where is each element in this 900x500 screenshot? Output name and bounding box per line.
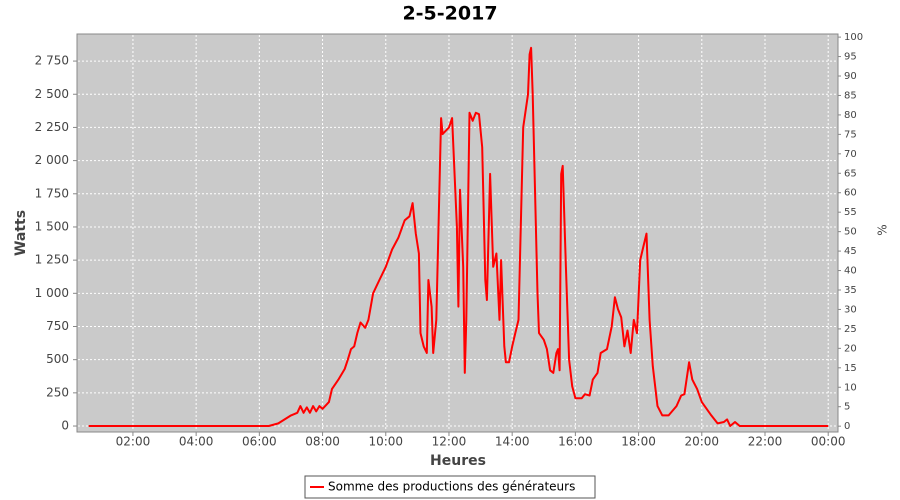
y-tick-label: 250 [46,385,69,399]
y2-tick-label: 35 [844,285,857,296]
y2-tick-label: 60 [844,188,857,199]
y2-tick-label: 100 [844,32,863,43]
y2-tick-label: 45 [844,246,857,257]
y2-tick-label: 15 [844,363,857,374]
line-series [88,46,829,427]
y2-tick-label: 70 [844,149,857,160]
y2-tick-label: 30 [844,304,857,315]
x-tick-label: 16:00 [558,435,593,449]
x-tick-label: 04:00 [179,435,214,449]
y-tick-label: 2 250 [35,120,69,134]
y2-tick-label: 50 [844,227,857,238]
y2-tick-label: 75 [844,129,857,140]
y2-tick-label: 90 [844,71,857,82]
y2-tick-label: 85 [844,90,857,101]
y2-tick-label: 55 [844,207,857,218]
y-axis-label: Watts [13,210,29,256]
y2-tick-label: 20 [844,343,857,354]
y-tick-label: 2 000 [35,153,69,167]
y-tick-label: 0 [61,419,69,433]
chart-title: 2-5-2017 [402,3,497,25]
x-tick-label: 14:00 [495,435,530,449]
y2-tick-label: 25 [844,324,857,335]
y-tick-label: 2 750 [35,54,69,68]
y-tick-label: 500 [46,352,69,366]
x-axis-label: Heures [430,453,486,469]
x-tick-label: 08:00 [305,435,340,449]
x-tick-label: 02:00 [116,435,151,449]
legend-label: Somme des productions des générateurs [328,480,575,494]
y2-tick-label: 0 [844,421,850,432]
x-tick-label: 20:00 [684,435,719,449]
x-tick-label: 18:00 [621,435,656,449]
x-tick-label: 06:00 [242,435,277,449]
y-tick-label: 1 000 [35,286,69,300]
y2-axis-label: % [876,224,890,235]
y-tick-label: 1 750 [35,186,69,200]
y2-tick-label: 80 [844,110,857,121]
x-tick-label: 22:00 [748,435,783,449]
y2-tick-label: 10 [844,382,857,393]
y-tick-label: 1 500 [35,219,69,233]
y2-tick-label: 65 [844,168,857,179]
x-tick-label: 10:00 [368,435,403,449]
y-tick-label: 2 500 [35,87,69,101]
y2-tick-label: 95 [844,52,857,63]
y-tick-label: 1 250 [35,253,69,267]
y2-tick-label: 40 [844,266,857,277]
x-tick-label: 00:00 [811,435,846,449]
x-tick-label: 12:00 [432,435,467,449]
y-tick-label: 750 [46,319,69,333]
legend [304,475,596,499]
y2-tick-label: 5 [844,402,850,413]
